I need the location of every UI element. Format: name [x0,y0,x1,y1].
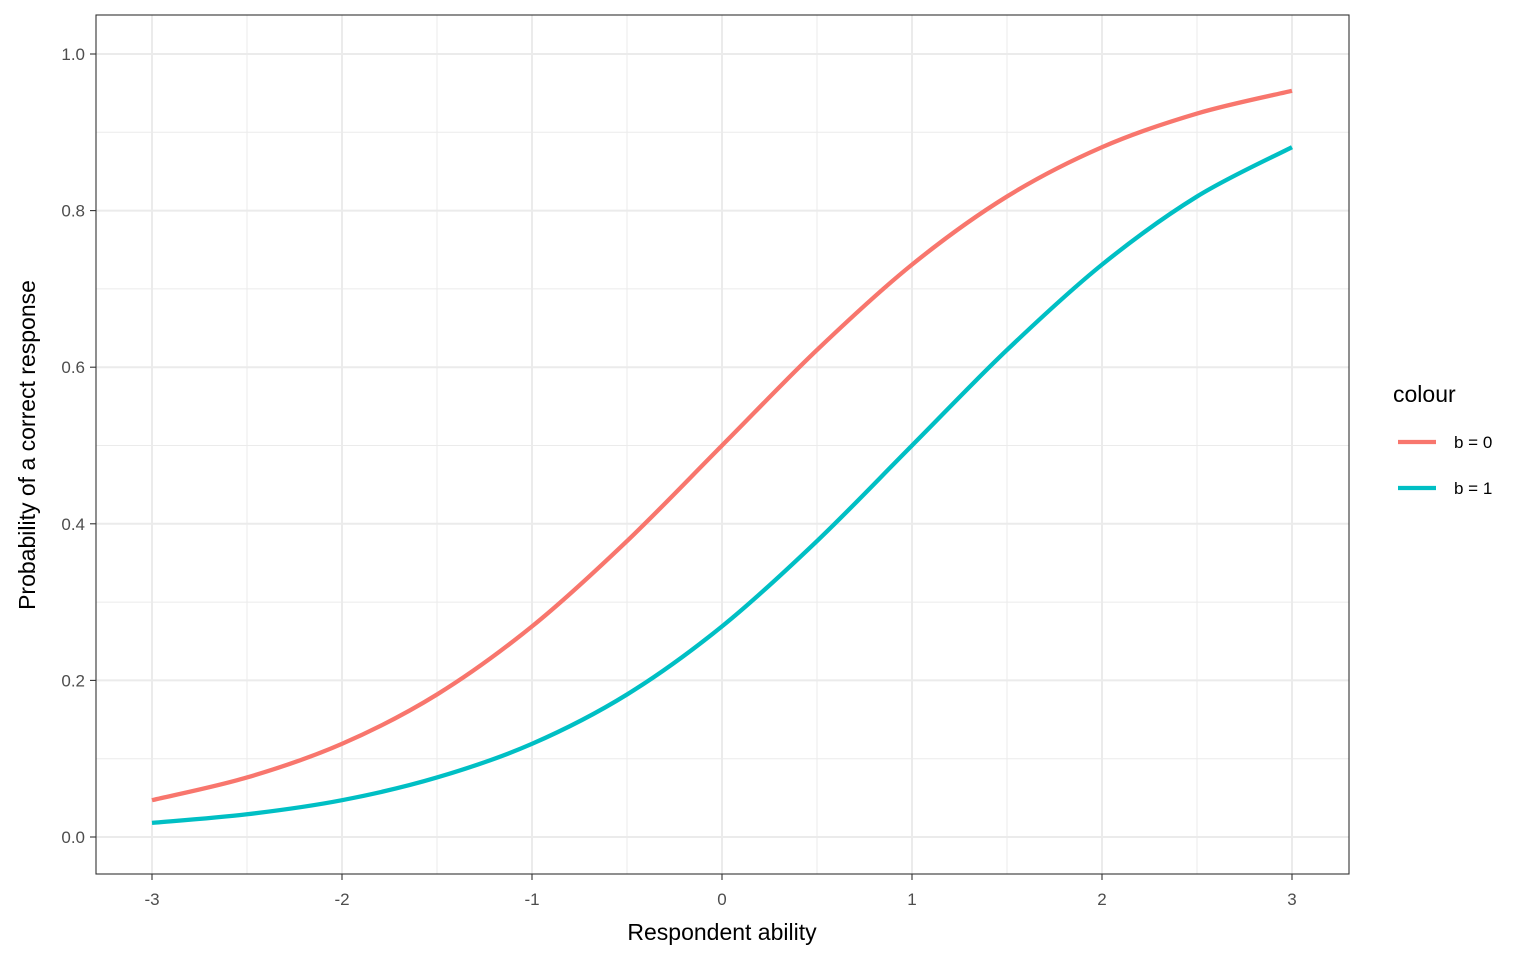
series-lines [151,88,1293,826]
x-tick-label: -3 [144,890,159,909]
x-tick-label: 2 [1097,890,1106,909]
x-tick-label: 3 [1287,890,1296,909]
y-tick-label: 0.2 [61,671,85,690]
y-tick-label: 0.6 [61,358,85,377]
x-tick-label: -2 [334,890,349,909]
x-tick-label: -1 [524,890,539,909]
series-line-2 [151,145,1293,826]
y-tick-label: 0.0 [61,828,85,847]
legend: colour b = 0 b = 1 [1393,381,1492,498]
legend-items: b = 0 b = 1 [1398,433,1492,498]
legend-label-1: b = 0 [1454,433,1492,452]
x-tick-label: 0 [717,890,726,909]
y-axis-title: Probability of a correct response [14,280,40,610]
y-tick-label: 1.0 [61,45,85,64]
series-line-1 [151,88,1293,803]
y-tick-label: 0.4 [61,515,85,534]
x-axis-title: Respondent ability [627,919,817,945]
legend-label-2: b = 1 [1454,479,1492,498]
x-axis: -3 -2 -1 0 1 2 3 [144,874,1297,909]
x-tick-label: 1 [907,890,916,909]
legend-title: colour [1393,381,1456,407]
y-axis: 0.0 0.2 0.4 0.6 0.8 1.0 [61,45,96,847]
y-tick-label: 0.8 [61,202,85,221]
